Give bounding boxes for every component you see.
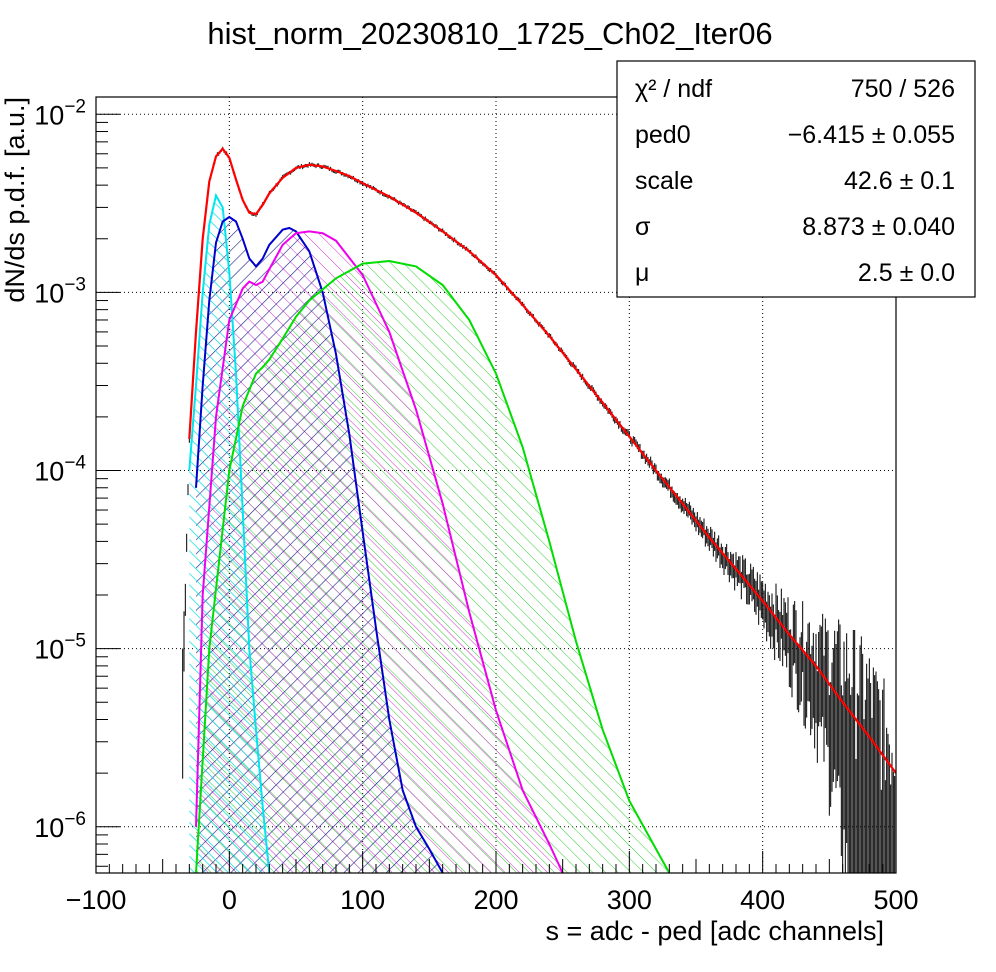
x-tick-label: 400 [740, 885, 785, 915]
stats-box-frame [616, 60, 976, 298]
stats-row-label: μ [635, 259, 649, 287]
x-tick-label: −100 [66, 885, 127, 915]
stats-row-label: σ [635, 213, 651, 241]
y-tick-label: 10−3 [34, 274, 86, 308]
y-tick-label: 10−2 [34, 96, 86, 130]
component-fill-area [189, 195, 270, 873]
stats-row-value: 8.873 ± 0.040 [802, 213, 955, 241]
component-curve [188, 192, 271, 873]
component-curve [195, 215, 444, 873]
axis-ticks: −100 0 100 200 300 400 500 10−2 10−3 10−4 10−5 10−6 [34, 96, 918, 915]
x-tick-label: 300 [607, 885, 652, 915]
stats-box: χ² / ndf 750 / 526 ped0 −6.415 ± 0.055 scale… [616, 60, 976, 298]
stats-row-label: ped0 [635, 121, 691, 149]
y-tick-label: 10−5 [34, 631, 86, 665]
y-axis-label: dN/ds p.d.f. [a.u.] [0, 97, 30, 303]
series-lines [188, 147, 896, 873]
x-axis-label: s = adc - ped [adc channels] [546, 916, 884, 946]
component-curve [195, 230, 564, 873]
chart-title: hist_norm_20230810_1725_Ch02_Iter06 [207, 16, 772, 51]
x-tick-label: 200 [473, 885, 518, 915]
x-tick-label: 500 [873, 885, 918, 915]
stats-row-value: 2.5 ± 0.0 [858, 259, 955, 287]
x-tick-label: 100 [340, 885, 385, 915]
component-fill-area [196, 217, 443, 873]
component-fills [189, 195, 670, 873]
component-curve [195, 259, 671, 873]
stats-row-value: 42.6 ± 0.1 [844, 167, 955, 195]
stats-row-label: scale [635, 167, 693, 195]
stats-row-label: χ² / ndf [635, 75, 712, 103]
plot-area [182, 146, 896, 873]
x-tick-label: 0 [222, 885, 237, 915]
stats-row-value: −6.415 ± 0.055 [788, 121, 955, 149]
stats-row-value: 750 / 526 [851, 75, 955, 103]
fit-curve [188, 147, 896, 774]
y-tick-label: 10−6 [34, 809, 86, 843]
y-tick-label: 10−4 [34, 453, 86, 487]
